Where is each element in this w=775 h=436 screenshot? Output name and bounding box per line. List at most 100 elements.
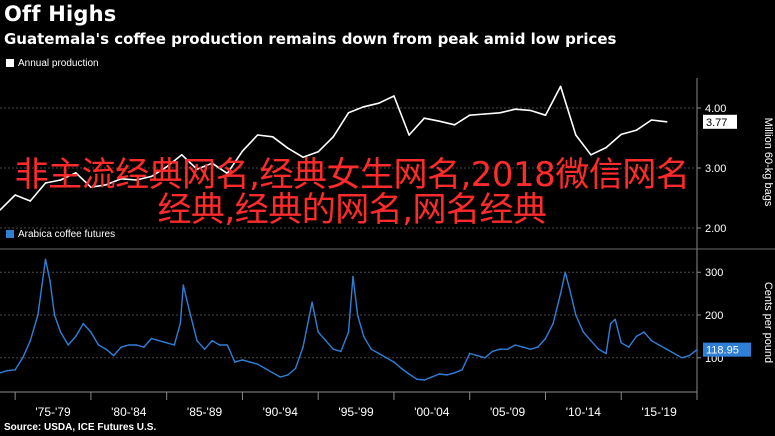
x-tick-label: '90-'94: [263, 405, 299, 419]
legend-production-label: Annual production: [18, 57, 99, 69]
production-point: [362, 106, 365, 108]
production-point: [635, 129, 638, 131]
production-series: [0, 85, 668, 211]
price-point: [196, 339, 198, 342]
price-point: [90, 331, 92, 333]
price-point: [203, 348, 206, 351]
price-point: [370, 348, 373, 351]
price-point: [179, 322, 182, 325]
price-point: [143, 346, 145, 348]
production-point: [484, 113, 486, 115]
production-gridlines: [0, 107, 697, 229]
price-point: [552, 322, 554, 325]
x-tick-label: '15-'19: [641, 405, 677, 419]
production-point: [241, 150, 244, 152]
price-point: [506, 348, 509, 351]
production-point: [317, 151, 320, 153]
price-point: [484, 357, 486, 359]
production-point: [605, 146, 607, 149]
price-point: [218, 344, 221, 346]
price-point: [658, 344, 660, 346]
chart-title: Off Highs: [4, 2, 117, 26]
price-point: [158, 339, 160, 342]
price-point: [311, 301, 313, 304]
price-point: [628, 346, 630, 348]
production-point: [499, 112, 501, 114]
production-point: [59, 179, 62, 181]
production-point: [347, 112, 350, 114]
price-point: [67, 344, 69, 346]
x-tick-label: '85-'89: [187, 405, 223, 419]
production-point: [529, 109, 532, 112]
price-point: [438, 373, 441, 375]
price-point: [165, 342, 168, 344]
production-point: [332, 136, 335, 138]
production-point: [287, 147, 289, 149]
price-point: [14, 369, 16, 371]
price-point: [53, 314, 56, 316]
x-tick-label: '00-'04: [414, 405, 450, 419]
price-point: [378, 352, 380, 355]
price-ytick-label: 200: [705, 310, 723, 322]
legend-price: Arabica coffee futures: [6, 228, 115, 240]
price-point: [188, 309, 191, 312]
price-point: [256, 363, 259, 366]
production-ytick-label: 2.00: [705, 223, 726, 235]
price-point: [302, 346, 304, 348]
production-axis-label: Million 60-kg bags: [762, 118, 774, 207]
price-point: [605, 352, 607, 355]
price-point: [643, 331, 645, 333]
price-point: [590, 339, 592, 342]
legend-price-label: Arabica coffee futures: [18, 228, 116, 240]
price-ytick-label: 300: [705, 267, 723, 279]
production-point: [665, 121, 668, 123]
price-last-value-box: [703, 342, 751, 357]
production-point: [196, 168, 198, 170]
production-point: [120, 178, 122, 180]
chart-subtitle: Guatemala's coffee production remains do…: [4, 30, 617, 48]
price-point: [120, 346, 122, 348]
production-point: [590, 154, 592, 156]
production-point: [544, 114, 547, 116]
production-point: [438, 120, 441, 122]
price-point: [271, 372, 274, 374]
price-point: [150, 337, 153, 340]
production-point: [150, 175, 153, 178]
price-last-value-label: 118.95: [706, 345, 739, 357]
price-point: [264, 367, 267, 370]
price-point: [537, 346, 539, 348]
price-point: [82, 322, 85, 325]
price-point: [582, 331, 585, 333]
production-point: [181, 154, 183, 156]
production-point: [14, 194, 16, 196]
production-point: [453, 124, 456, 126]
price-point: [635, 335, 638, 338]
production-point: [0, 209, 1, 211]
production-point: [90, 186, 92, 188]
price-point: [332, 348, 335, 351]
price-gridlines: [0, 271, 697, 359]
production-point: [378, 102, 380, 104]
price-point: [446, 374, 448, 376]
production-ytick-label: 3.00: [705, 163, 726, 175]
production-point: [44, 182, 47, 184]
price-point: [423, 379, 426, 381]
price-point: [575, 314, 577, 316]
price-point: [340, 350, 342, 353]
price-line: [0, 258, 698, 381]
price-point: [499, 348, 501, 351]
price-axis-label: Cents per pound: [762, 282, 774, 363]
price-point: [356, 314, 359, 316]
production-point: [29, 200, 32, 202]
price-point: [308, 316, 310, 319]
price-point: [21, 357, 24, 359]
price-point: [362, 335, 365, 338]
price-point: [135, 344, 138, 346]
price-point: [249, 361, 251, 363]
price-point: [415, 378, 418, 381]
source-note: Source: USDA, ICE Futures U.S.: [4, 422, 157, 433]
price-point: [75, 335, 77, 338]
production-last-value-label: 3.77: [706, 117, 727, 129]
production-point: [468, 114, 471, 116]
